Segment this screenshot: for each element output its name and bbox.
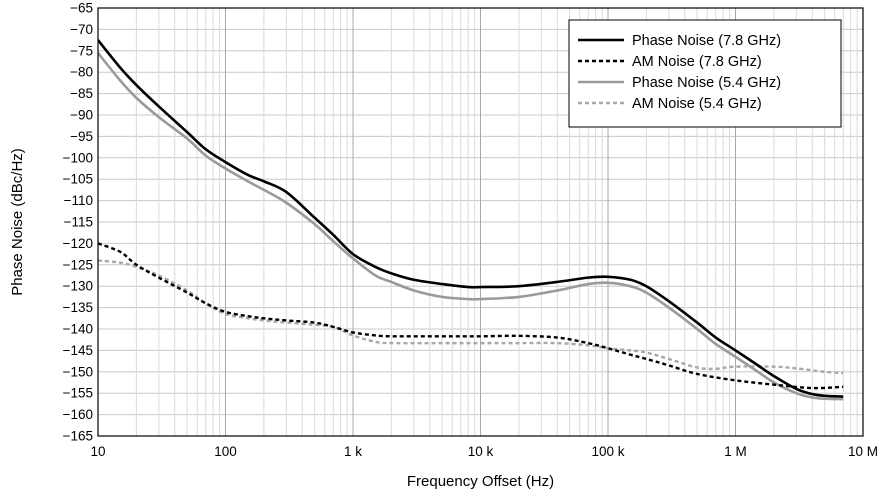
series-line-2 xyxy=(98,242,844,390)
x-tick-label: 1 k xyxy=(344,444,362,459)
legend-box xyxy=(568,19,842,128)
series-line-3 xyxy=(98,52,844,401)
series-layer xyxy=(98,39,844,401)
series-line-4 xyxy=(98,259,844,375)
series-line-1 xyxy=(98,39,844,398)
y-tick-label: −90 xyxy=(70,108,93,123)
legend: Phase Noise (7.8 GHz) AM Noise (7.8 GHz) P… xyxy=(568,19,842,128)
y-tick-label: −135 xyxy=(63,300,93,315)
legend-label: Phase Noise (7.8 GHz) xyxy=(632,33,781,49)
tick-labels: −65 −70 −75 −80 −85 −90 −95 −100 −105 −110 −115 −12… xyxy=(63,1,878,460)
y-tick-label: −120 xyxy=(63,236,93,251)
y-axis-label: Phase Noise (dBc/Hz) xyxy=(9,148,26,296)
y-tick-label: −140 xyxy=(63,322,93,337)
y-tick-label: −165 xyxy=(63,429,93,444)
y-tick-label: −70 xyxy=(70,22,93,37)
x-tick-label: 10 M xyxy=(848,444,878,459)
legend-label: AM Noise (7.8 GHz) xyxy=(632,54,762,70)
legend-label: Phase Noise (5.4 GHz) xyxy=(632,75,781,91)
x-tick-label: 10 xyxy=(90,444,105,459)
x-tick-label: 100 k xyxy=(591,444,624,459)
y-tick-label: −100 xyxy=(63,150,93,165)
plot-frame xyxy=(97,7,864,437)
y-tick-label: −130 xyxy=(63,279,93,294)
y-tick-label: −105 xyxy=(63,172,93,187)
y-tick-label: −110 xyxy=(64,193,93,208)
y-tick-label: −75 xyxy=(70,43,93,58)
y-tick-label: −160 xyxy=(63,407,93,422)
y-tick-label: −115 xyxy=(64,215,93,230)
y-tick-label: −150 xyxy=(63,364,93,379)
legend-label: AM Noise (5.4 GHz) xyxy=(632,96,762,112)
y-tick-label: −85 xyxy=(70,86,93,101)
x-axis-label: Frequency Offset (Hz) xyxy=(407,473,554,490)
x-tick-label: 100 xyxy=(214,444,237,459)
y-tick-label: −155 xyxy=(63,386,93,401)
y-tick-label: −145 xyxy=(63,343,93,358)
y-tick-label: −65 xyxy=(70,1,93,16)
y-tick-label: −80 xyxy=(70,65,93,80)
x-tick-label: 10 k xyxy=(468,444,494,459)
y-tick-label: −125 xyxy=(63,257,93,272)
y-tick-label: −95 xyxy=(70,129,93,144)
x-tick-label: 1 M xyxy=(724,444,747,459)
